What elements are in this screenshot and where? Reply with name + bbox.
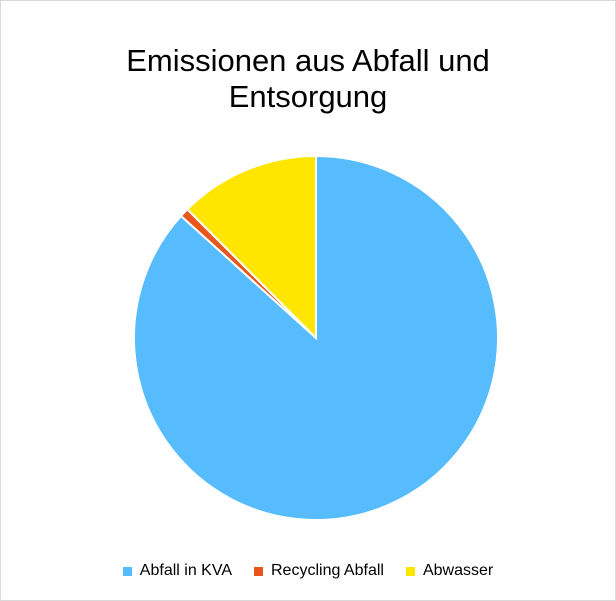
pie-slice <box>185 154 317 341</box>
legend-swatch <box>405 566 415 576</box>
legend: Abfall in KVA Recycling Abfall Abwasser <box>1 562 615 580</box>
chart-title: Emissionen aus Abfall und Entsorgung <box>126 43 490 114</box>
legend-swatch <box>254 566 263 576</box>
legend-label: Recycling Abfall <box>271 562 384 579</box>
legend-swatch <box>122 566 132 576</box>
pie-slice <box>133 154 499 521</box>
legend-label: Abwasser <box>422 562 494 579</box>
legend-item: Abfall in KVA <box>122 562 232 580</box>
pie-area <box>133 154 499 521</box>
legend-item: Abwasser <box>405 562 494 580</box>
legend-item: Recycling Abfall <box>254 562 384 580</box>
legend-label: Abfall in KVA <box>139 562 232 579</box>
